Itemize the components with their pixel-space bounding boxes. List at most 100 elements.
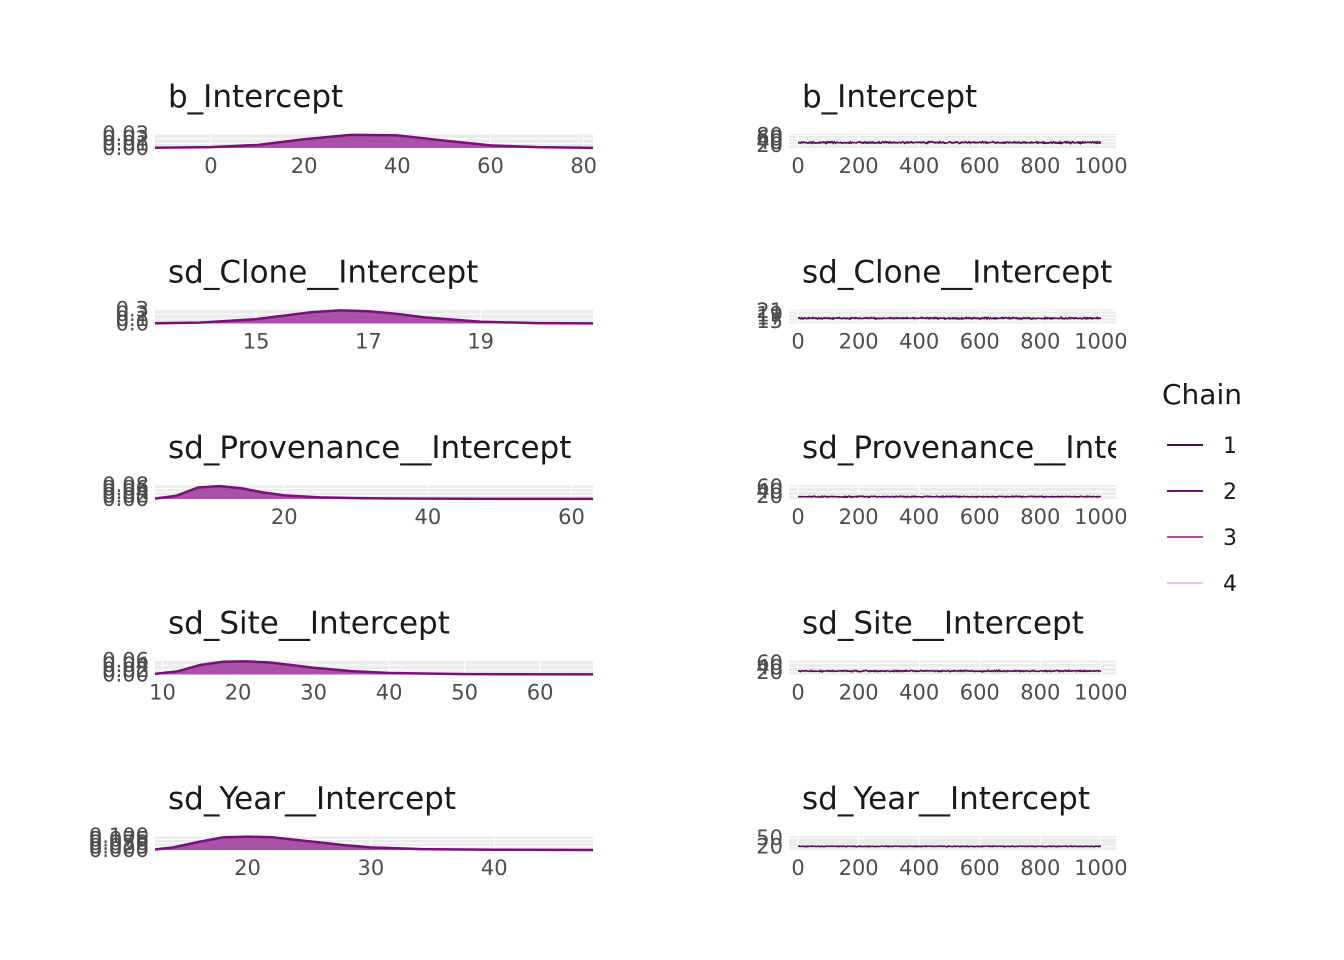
x-tick-label: 10 [149, 681, 176, 705]
y-tick-label: 0.075 [89, 828, 149, 852]
x-tick-label: 17 [355, 330, 382, 354]
legend: Chain 1 2 3 4 [1162, 378, 1242, 597]
y-tick-label: 0.02 [102, 127, 149, 151]
density-panel-title: b_Intercept [168, 79, 343, 115]
x-tick-label: 60 [558, 505, 585, 529]
x-tick-label: 30 [300, 681, 327, 705]
trace-chain-1 [797, 315, 1101, 321]
x-tick-label: 40 [376, 681, 403, 705]
density-panel-title: sd_Clone__Intercept [168, 255, 478, 291]
y-tick-label: 17 [756, 306, 783, 330]
density-area [155, 661, 593, 675]
density-line [154, 133, 594, 150]
y-tick-label: 0.050 [89, 831, 149, 855]
density-panel: sd_Clone__Intercept 0.00.10.20.3 15 17 19 [116, 255, 594, 354]
y-tick-label: 40 [756, 656, 783, 680]
legend-label: 2 [1223, 480, 1237, 505]
density-panel-title: sd_Year__Intercept [168, 781, 456, 817]
x-tick-label: 800 [1020, 681, 1060, 705]
density-panel: sd_Provenance__Intercept 0.000.020.040.06… [102, 430, 594, 529]
x-tick-label: 1000 [1074, 505, 1127, 529]
y-tick-label: 60 [756, 651, 783, 675]
density-line [154, 309, 594, 325]
x-tick-label: 600 [960, 856, 1000, 880]
x-tick-label: 40 [481, 856, 508, 880]
y-tick-label: 20 [756, 835, 783, 859]
x-tick-label: 1000 [1074, 154, 1127, 178]
x-tick-label: 20 [291, 154, 318, 178]
trace-panel-title: sd_Site__Intercept [802, 606, 1084, 642]
x-tick-label: 1000 [1074, 681, 1127, 705]
y-tick-label: 0.00 [102, 487, 149, 511]
y-tick-label: 0.00 [102, 136, 149, 160]
x-tick-label: 200 [839, 856, 879, 880]
x-tick-label: 600 [960, 330, 1000, 354]
y-tick-label: 60 [756, 127, 783, 151]
x-tick-label: 19 [467, 330, 494, 354]
x-tick-label: 40 [384, 154, 411, 178]
y-tick-label: 21 [756, 299, 783, 323]
y-tick-label: 15 [756, 309, 783, 333]
y-tick-label: 20 [756, 133, 783, 157]
x-tick-label: 40 [414, 505, 441, 529]
x-tick-label: 0 [204, 154, 217, 178]
density-line [154, 835, 594, 852]
trace-chain-1 [797, 140, 1101, 145]
x-tick-label: 800 [1020, 330, 1060, 354]
x-tick-label: 800 [1020, 856, 1060, 880]
y-tick-label: 0.06 [102, 649, 149, 673]
legend-title: Chain [1162, 378, 1242, 411]
trace-chain-1 [798, 495, 1101, 499]
x-tick-label: 400 [899, 330, 939, 354]
legend-label: 1 [1223, 434, 1237, 459]
y-tick-label: 0.08 [102, 473, 149, 497]
y-tick-label: 0.2 [116, 302, 149, 326]
x-tick-label: 600 [960, 681, 1000, 705]
x-tick-label: 0 [791, 856, 804, 880]
x-tick-label: 1000 [1074, 330, 1127, 354]
y-tick-label: 40 [756, 479, 783, 503]
x-tick-label: 60 [527, 681, 554, 705]
x-tick-label: 0 [791, 681, 804, 705]
y-tick-label: 40 [756, 130, 783, 154]
y-tick-label: 50 [756, 826, 783, 850]
x-tick-label: 200 [839, 505, 879, 529]
density-panel: sd_Year__Intercept 0.0000.0250.0500.0750.… [89, 781, 594, 880]
x-tick-label: 80 [570, 154, 597, 178]
y-tick-label: 0.02 [102, 658, 149, 682]
density-panel-title: sd_Provenance__Intercept [168, 430, 571, 466]
density-line [154, 484, 594, 501]
trace-panel-title: sd_Year__Intercept [802, 781, 1090, 817]
legend-label: 4 [1223, 572, 1237, 597]
trace-chain-1 [797, 669, 1102, 673]
y-tick-label: 0.025 [89, 835, 149, 859]
y-tick-label: 20 [756, 484, 783, 508]
density-area [155, 836, 593, 850]
trace-panel-title: b_Intercept [802, 79, 977, 115]
trace-panel-title: sd_Clone__Intercept [802, 255, 1112, 291]
y-tick-label: 0.00 [102, 663, 149, 687]
x-tick-label: 50 [451, 681, 478, 705]
x-tick-label: 200 [839, 681, 879, 705]
y-tick-label: 19 [756, 302, 783, 326]
y-tick-label: 0.06 [102, 477, 149, 501]
y-tick-label: 60 [756, 475, 783, 499]
y-tick-label: 0.0 [116, 312, 149, 336]
y-tick-label: 0.100 [89, 824, 149, 848]
x-tick-label: 800 [1020, 154, 1060, 178]
x-tick-label: 20 [225, 681, 252, 705]
density-area [155, 486, 593, 499]
x-tick-label: 60 [477, 154, 504, 178]
density-line [154, 660, 594, 676]
trace-panel-title: sd_Provenance__Intercept [802, 430, 1205, 466]
x-tick-label: 200 [839, 154, 879, 178]
trace-panel-bg [789, 309, 1116, 324]
y-tick-label: 0.02 [102, 484, 149, 508]
x-tick-label: 20 [234, 856, 261, 880]
